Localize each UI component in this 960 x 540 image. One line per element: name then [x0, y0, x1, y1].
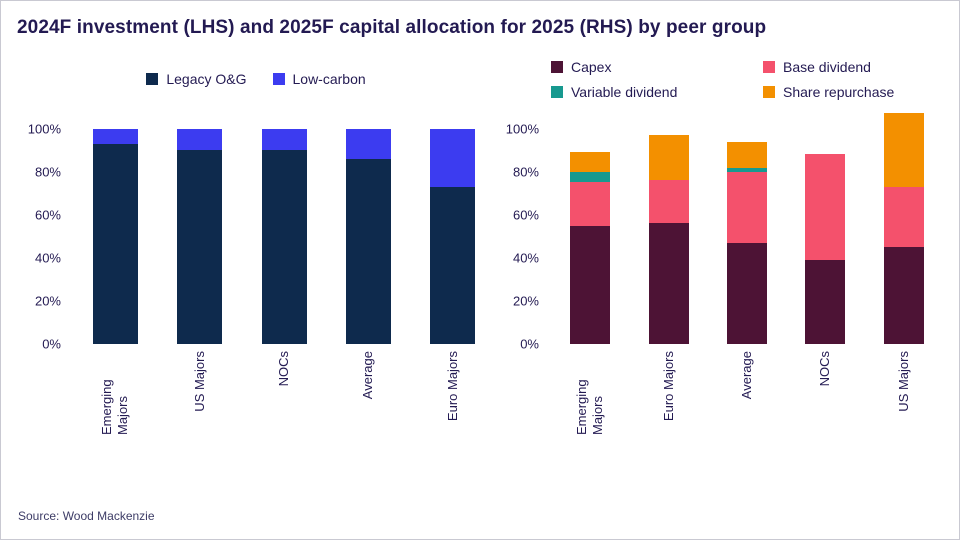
segment-base-dividend [648, 180, 689, 224]
bar-emerging-majors [92, 128, 138, 344]
segment-share-repurchase [570, 152, 611, 172]
segment-capex [648, 223, 689, 344]
bar-us-majors [883, 113, 924, 344]
legend-swatch [272, 73, 285, 85]
category-label: US Majors [191, 351, 207, 412]
y-tick-label: 80% [512, 164, 539, 180]
legend-item-share-repurchase: Share repurchase [763, 84, 943, 100]
bar-euro-majors [648, 135, 689, 344]
bar-average [345, 128, 391, 344]
charts-row: Legacy O&G Low-carbon 0% 20% 40% 60% 80% 100% … [17, 51, 943, 471]
category-label: Euro Majors [444, 351, 460, 422]
bar-nocs [805, 154, 846, 344]
rhs-bars [551, 107, 943, 344]
y-tick-label: 100% [27, 121, 61, 137]
segment-capex [805, 260, 846, 344]
rhs-legend: Capex Base dividend Variable dividend Share… [551, 51, 943, 107]
y-tick-label: 40% [512, 250, 539, 266]
bar-emerging-majors [570, 152, 611, 344]
segment-capex [570, 225, 611, 344]
source-note: Source: Wood Mackenzie [18, 509, 155, 523]
segment-legacy-o-g [177, 150, 223, 344]
segment-base-dividend [570, 182, 611, 226]
segment-low-carbon [430, 128, 476, 187]
legend-item-variable-dividend: Variable dividend [551, 84, 763, 100]
category-label: Average [739, 351, 755, 400]
y-tick-label: 60% [34, 207, 61, 223]
rhs-plot: 0% 20% 40% 60% 80% 100% Emerging Majors Euro M… [495, 107, 943, 471]
lhs-legend: Legacy O&G Low-carbon [17, 51, 495, 107]
y-tick-label: 100% [505, 121, 539, 137]
lhs-x-axis: Emerging Majors US Majors NOCs Average Euro … [73, 351, 495, 471]
segment-legacy-o-g [261, 150, 307, 344]
segment-low-carbon [177, 128, 223, 151]
category-label: Emerging Majors [574, 379, 606, 435]
legend-swatch [551, 85, 563, 98]
bar-nocs [261, 128, 307, 344]
legend-label: Variable dividend [571, 83, 678, 100]
segment-variable-dividend [570, 171, 611, 183]
y-tick-label: 0% [42, 336, 61, 352]
segment-capex [727, 242, 768, 344]
lhs-investment-chart: Legacy O&G Low-carbon 0% 20% 40% 60% 80% 100% … [17, 51, 495, 471]
legend-label: Base dividend [783, 58, 871, 75]
legend-swatch [763, 60, 775, 73]
y-tick-label: 60% [512, 207, 539, 223]
lhs-bars [73, 107, 495, 344]
y-tick-label: 80% [34, 164, 61, 180]
segment-legacy-o-g [345, 158, 391, 344]
legend-label: Low-carbon [292, 71, 366, 87]
category-label: NOCs [817, 351, 833, 387]
segment-legacy-o-g [92, 143, 138, 344]
category-label: US Majors [895, 351, 911, 412]
category-label: NOCs [276, 351, 292, 387]
category-label: Emerging Majors [99, 379, 131, 435]
page-title: 2024F investment (LHS) and 2025F capital… [17, 17, 767, 38]
legend-swatch [551, 60, 563, 73]
segment-share-repurchase [883, 113, 924, 187]
y-tick-label: 0% [520, 336, 539, 352]
segment-low-carbon [261, 128, 307, 151]
legend-label: Capex [571, 58, 612, 75]
rhs-x-axis: Emerging Majors Euro Majors Average NOCs US … [551, 351, 943, 471]
segment-base-dividend [883, 186, 924, 247]
category-label: Average [360, 351, 376, 400]
rhs-plot-area: Emerging Majors Euro Majors Average NOCs US … [551, 107, 943, 471]
legend-item-capex: Capex [551, 59, 763, 75]
lhs-plot: 0% 20% 40% 60% 80% 100% Emerging Majors US Maj… [17, 107, 495, 471]
bar-average [727, 141, 768, 344]
segment-base-dividend [727, 171, 768, 243]
segment-low-carbon [92, 128, 138, 144]
segment-base-dividend [805, 154, 846, 260]
lhs-y-axis: 0% 20% 40% 60% 80% 100% [17, 107, 73, 351]
lhs-plot-area: Emerging Majors US Majors NOCs Average Euro … [73, 107, 495, 471]
y-tick-label: 20% [34, 293, 61, 309]
y-tick-label: 20% [512, 293, 539, 309]
segment-share-repurchase [648, 135, 689, 181]
bar-us-majors [177, 128, 223, 344]
rhs-allocation-chart: Capex Base dividend Variable dividend Share… [495, 51, 943, 471]
legend-swatch [763, 85, 775, 98]
segment-legacy-o-g [430, 186, 476, 344]
category-label: Euro Majors [660, 351, 676, 422]
segment-low-carbon [345, 128, 391, 159]
legend-swatch [146, 73, 159, 85]
legend-label: Legacy O&G [166, 71, 247, 87]
legend-item-low-carbon: Low-carbon [272, 71, 366, 87]
rhs-y-axis: 0% 20% 40% 60% 80% 100% [495, 107, 551, 351]
segment-capex [883, 247, 924, 344]
segment-variable-dividend [727, 168, 768, 172]
bar-euro-majors [430, 128, 476, 344]
legend-item-base-dividend: Base dividend [763, 59, 943, 75]
segment-share-repurchase [727, 141, 768, 169]
y-tick-label: 40% [34, 250, 61, 266]
legend-item-legacy-o-g: Legacy O&G [146, 71, 247, 87]
legend-label: Share repurchase [783, 83, 895, 100]
